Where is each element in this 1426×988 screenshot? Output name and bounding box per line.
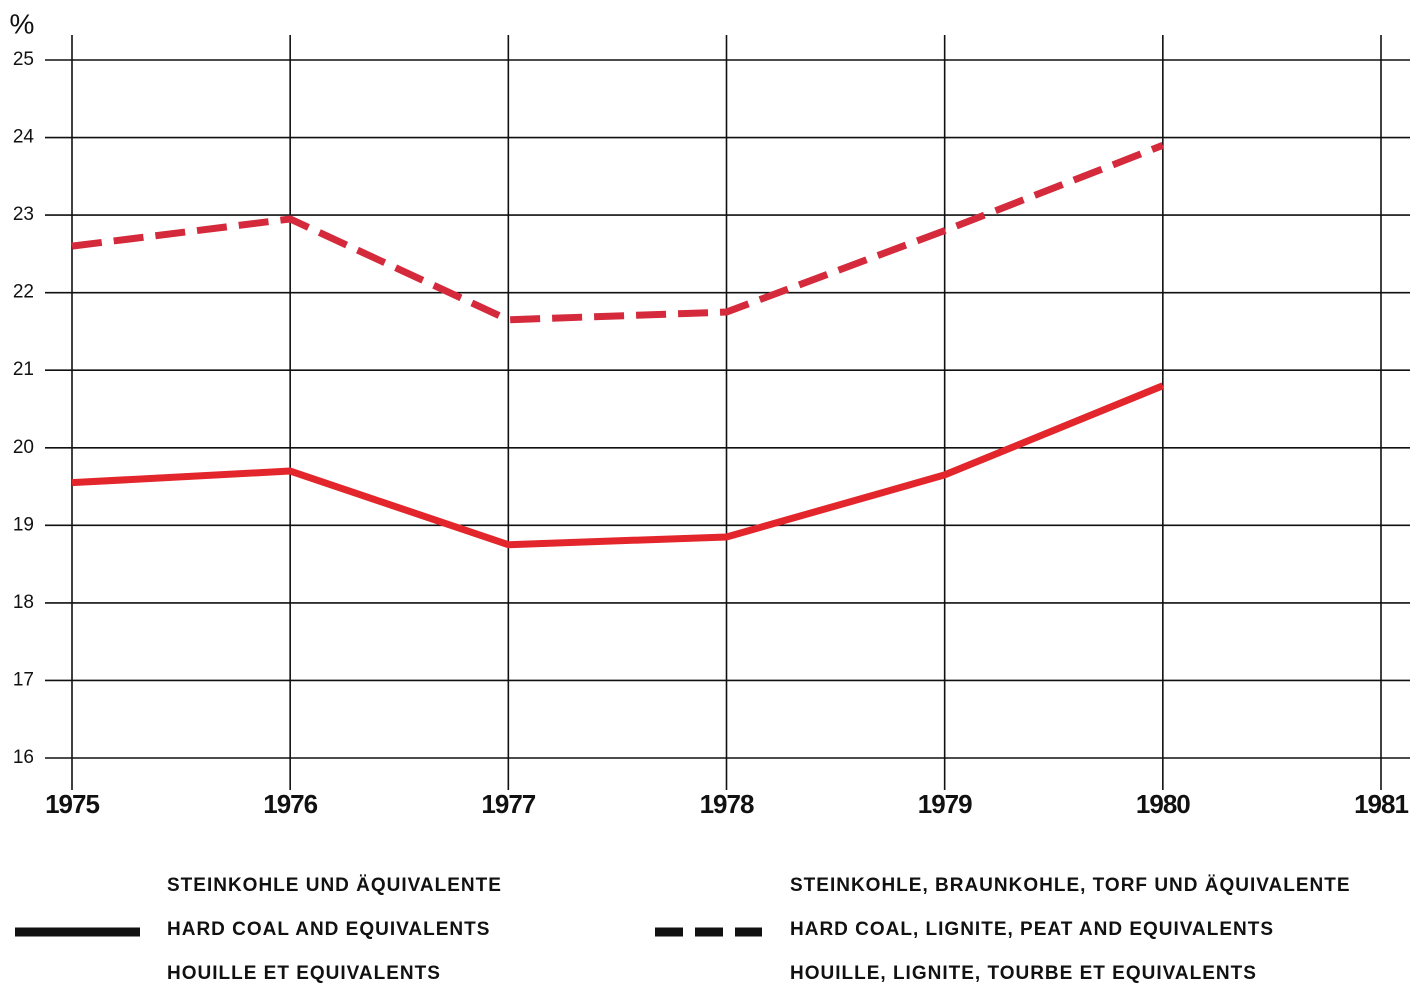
x-tick-label: 1978 (700, 789, 754, 819)
legend-label: HARD COAL AND EQUIVALENTS (167, 919, 490, 940)
y-axis-label: % (10, 8, 35, 39)
y-tick-label: 23 (13, 204, 34, 225)
y-tick-label: 20 (13, 437, 34, 458)
y-tick-label: 24 (13, 127, 35, 148)
y-tick-label: 16 (13, 747, 34, 768)
x-tick-label: 1980 (1136, 789, 1190, 819)
x-tick-label: 1979 (918, 789, 972, 819)
series-line (71, 382, 1165, 549)
legend-label: HARD COAL, LIGNITE, PEAT AND EQUIVALENTS (790, 919, 1274, 940)
x-tick-label: 1976 (263, 789, 317, 819)
y-tick-label: 21 (13, 359, 34, 380)
y-tick-label: 19 (13, 514, 34, 535)
series-line (71, 142, 1165, 324)
legend-label: HOUILLE, LIGNITE, TOURBE ET EQUIVALENTS (790, 963, 1257, 984)
legend-label: STEINKOHLE, BRAUNKOHLE, TORF UND ÄQUIVAL… (790, 875, 1351, 896)
y-tick-label: 18 (13, 592, 34, 613)
y-tick-label: 25 (13, 49, 34, 70)
legend-label: HOUILLE ET EQUIVALENTS (167, 963, 441, 984)
x-tick-label: 1977 (481, 789, 535, 819)
x-tick-label: 1975 (45, 789, 99, 819)
legend-label: STEINKOHLE UND ÄQUIVALENTE (167, 875, 502, 896)
x-tick-label: 1981 (1354, 789, 1408, 819)
y-tick-label: 17 (13, 669, 34, 690)
y-tick-label: 22 (13, 282, 34, 303)
